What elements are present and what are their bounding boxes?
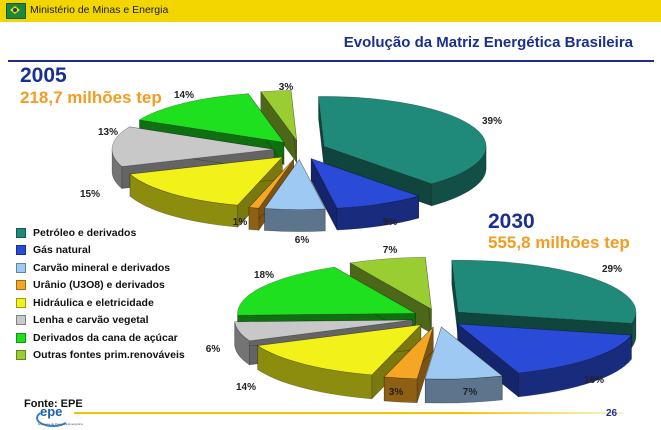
pie-slice-3 bbox=[383, 326, 434, 404]
pie-2030: 29% 16% 7% 3% 14% 6% 18% 7% bbox=[206, 245, 637, 404]
legend: Petróleo e derivados Gás natural Carvão … bbox=[16, 224, 185, 364]
pie-percent-label: 3% bbox=[389, 387, 404, 398]
legend-swatch bbox=[16, 315, 26, 326]
legend-swatch bbox=[16, 350, 26, 361]
pie-percent-label: 7% bbox=[463, 387, 478, 398]
legend-label: Urânio (U3O8) e derivados bbox=[33, 279, 165, 292]
legend-swatch bbox=[16, 297, 26, 308]
pie-slice-2 bbox=[424, 326, 503, 404]
pie-percent-label: 14% bbox=[236, 382, 256, 393]
legend-swatch bbox=[16, 332, 26, 343]
pie-percent-label: 6% bbox=[295, 235, 310, 246]
legend-swatch bbox=[16, 245, 26, 256]
epe-logo-text: epe bbox=[40, 404, 63, 419]
source-note: Fonte: EPE bbox=[24, 398, 83, 410]
legend-label: Hidráulica e eletricidade bbox=[33, 296, 154, 309]
legend-label: Gás natural bbox=[33, 244, 91, 257]
pie-percent-label: 29% bbox=[602, 264, 622, 275]
slide-title: Evolução da Matriz Energética Brasileira bbox=[343, 34, 633, 51]
brazil-flag-icon bbox=[6, 3, 26, 19]
pie-percent-label: 7% bbox=[383, 245, 398, 256]
epe-logo: epe Empresa de Pesquisa Energética bbox=[36, 404, 83, 427]
pie-slice-1 bbox=[310, 158, 420, 231]
legend-swatch bbox=[16, 280, 26, 291]
pie-percent-label: 18% bbox=[254, 270, 274, 281]
pie-percent-label: 13% bbox=[98, 127, 118, 138]
legend-item: Carvão mineral e derivados bbox=[16, 259, 185, 277]
legend-label: Carvão mineral e derivados bbox=[33, 261, 171, 274]
chart-2005-total: 218,7 milhões tep bbox=[20, 88, 162, 107]
pie-slice-4 bbox=[129, 156, 284, 228]
pie-percent-label: 6% bbox=[206, 344, 221, 355]
pie-percent-label: 14% bbox=[174, 90, 194, 101]
pie-percent-label: 15% bbox=[80, 189, 100, 200]
legend-item: Urânio (U3O8) e derivados bbox=[16, 277, 185, 295]
epe-logo-subtitle: Empresa de Pesquisa Energética bbox=[38, 422, 83, 426]
header-bar: Ministério de Minas e Energia bbox=[0, 0, 661, 22]
pie-2005: 39% 9% 6% 1% 15% 13% 14% 3% bbox=[80, 82, 502, 246]
footer-divider bbox=[74, 412, 624, 414]
chart-2005-year: 2005 bbox=[20, 64, 67, 87]
legend-swatch bbox=[16, 227, 26, 238]
legend-label: Outras fontes prim.renováveis bbox=[33, 349, 185, 362]
pie-percent-label: 9% bbox=[383, 217, 398, 228]
pie-percent-label: 3% bbox=[279, 82, 294, 93]
legend-item: Outras fontes prim.renováveis bbox=[16, 347, 185, 365]
pie-slice-4 bbox=[256, 324, 422, 400]
pie-slice-1 bbox=[456, 323, 632, 398]
pie-slice-7 bbox=[260, 90, 298, 164]
legend-item: Lenha e carvão vegetal bbox=[16, 312, 185, 330]
legend-item: Gás natural bbox=[16, 242, 185, 260]
legend-label: Derivados da cana de açúcar bbox=[33, 331, 178, 344]
pie-percent-label: 39% bbox=[482, 116, 502, 127]
legend-swatch bbox=[16, 262, 26, 273]
chart-2030-total: 555,8 milhões tep bbox=[488, 233, 630, 252]
pie-slice-0 bbox=[318, 96, 487, 207]
title-divider bbox=[8, 60, 654, 62]
epe-logo-arc-icon bbox=[36, 409, 70, 427]
legend-label: Petróleo e derivados bbox=[33, 226, 137, 239]
pie-slice-2 bbox=[263, 158, 326, 232]
pie-percent-label: 16% bbox=[584, 375, 604, 386]
legend-item: Hidráulica e eletricidade bbox=[16, 294, 185, 312]
page-number: 26 bbox=[606, 408, 618, 419]
pie-percent-label: 1% bbox=[233, 217, 248, 228]
ministry-name: Ministério de Minas e Energia bbox=[30, 4, 169, 16]
legend-item: Derivados da cana de açúcar bbox=[16, 329, 185, 347]
legend-label: Lenha e carvão vegetal bbox=[33, 314, 149, 327]
legend-item: Petróleo e derivados bbox=[16, 224, 185, 242]
chart-2030-year: 2030 bbox=[488, 210, 535, 233]
